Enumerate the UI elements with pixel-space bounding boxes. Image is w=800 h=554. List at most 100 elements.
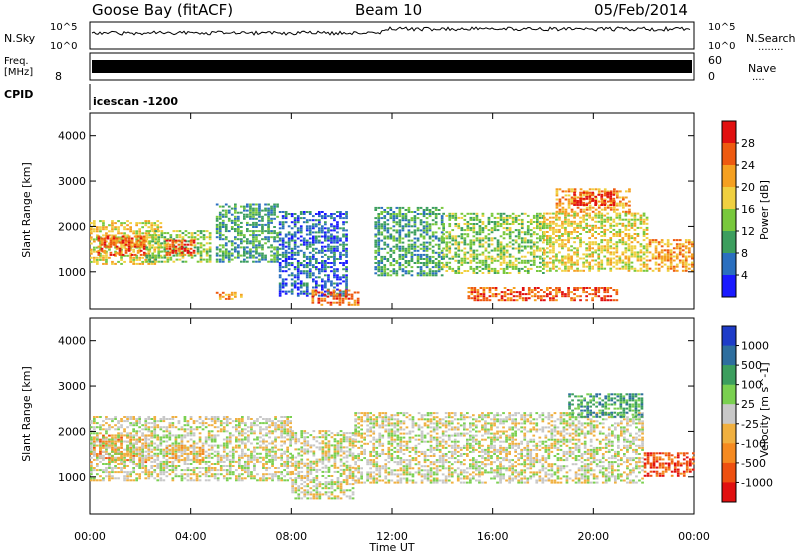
- data-cell: [457, 245, 461, 248]
- data-cell: [123, 463, 126, 465]
- data-cell: [374, 239, 378, 242]
- data-cell: [163, 232, 167, 235]
- data-cell: [642, 218, 646, 221]
- data-cell: [189, 430, 193, 433]
- data-cell: [339, 213, 342, 215]
- data-cell: [606, 251, 610, 254]
- y-tick-label: 4000: [58, 130, 86, 143]
- data-cell: [318, 213, 321, 215]
- data-cell: [622, 196, 625, 199]
- data-cell: [383, 211, 387, 213]
- data-cell: [126, 471, 129, 474]
- data-cell: [561, 291, 564, 294]
- data-cell: [308, 268, 312, 271]
- data-cell: [114, 458, 117, 461]
- data-cell: [189, 479, 193, 482]
- data-cell: [567, 247, 570, 250]
- data-cell: [615, 291, 619, 294]
- data-cell: [315, 237, 318, 240]
- data-cell: [105, 436, 108, 439]
- data-cell: [324, 290, 327, 293]
- data-cell: [342, 223, 345, 226]
- data-cell: [466, 235, 470, 238]
- data-cell: [558, 287, 561, 289]
- data-cell: [162, 456, 166, 459]
- data-cell: [454, 259, 458, 262]
- data-cell: [296, 270, 300, 273]
- data-cell: [561, 243, 564, 246]
- data-cell: [221, 246, 225, 249]
- data-cell: [470, 287, 474, 289]
- data-cell: [549, 220, 552, 223]
- data-cell: [243, 254, 246, 257]
- data-cell: [296, 282, 300, 285]
- data-cell: [108, 477, 111, 480]
- data-cell: [234, 228, 237, 230]
- data-cell: [386, 274, 390, 277]
- data-cell: [555, 224, 558, 227]
- data-cell: [261, 248, 264, 251]
- data-cell: [135, 440, 138, 443]
- data-cell: [567, 224, 570, 227]
- data-cell: [413, 217, 417, 220]
- data-cell: [345, 217, 348, 220]
- data-cell: [380, 217, 384, 220]
- data-cell: [102, 454, 105, 457]
- data-cell: [162, 467, 166, 469]
- data-cell: [99, 469, 102, 472]
- data-cell: [463, 253, 467, 256]
- data-cell: [96, 230, 99, 233]
- data-cell: [120, 238, 123, 241]
- data-cell: [153, 232, 157, 235]
- data-cell: [290, 274, 294, 277]
- data-cell: [290, 290, 294, 293]
- data-cell: [213, 475, 217, 478]
- data-cell: [219, 428, 223, 431]
- data-cell: [546, 218, 549, 221]
- data-cell: [222, 456, 226, 459]
- data-cell: [108, 428, 111, 431]
- data-cell: [532, 259, 536, 262]
- data-cell: [422, 253, 426, 256]
- data-cell: [147, 252, 151, 255]
- data-cell: [448, 212, 452, 215]
- data-cell: [597, 243, 601, 246]
- data-cell: [549, 243, 552, 246]
- data-cell: [600, 231, 604, 233]
- data-cell: [96, 473, 99, 476]
- data-cell: [157, 230, 161, 233]
- data-cell: [189, 446, 193, 449]
- data-cell: [324, 217, 327, 220]
- data-cell: [252, 226, 255, 228]
- data-cell: [208, 238, 212, 241]
- data-cell: [600, 190, 604, 193]
- data-cell: [431, 266, 435, 269]
- data-cell: [96, 463, 99, 465]
- data-cell: [335, 301, 339, 304]
- data-cell: [651, 253, 655, 256]
- data-cell: [150, 440, 154, 443]
- data-cell: [222, 450, 226, 453]
- data-cell: [401, 255, 405, 258]
- data-cell: [315, 266, 318, 269]
- data-cell: [493, 272, 497, 274]
- data-cell: [503, 295, 507, 298]
- data-cell: [237, 252, 240, 255]
- data-cell: [422, 235, 426, 238]
- data-cell: [153, 465, 157, 467]
- data-cell: [96, 416, 99, 418]
- data-cell: [546, 247, 549, 250]
- data-cell: [342, 213, 345, 215]
- data-cell: [124, 239, 128, 242]
- data-cell: [490, 267, 494, 270]
- data-cell: [183, 473, 187, 476]
- data-cell: [555, 291, 558, 294]
- data-cell: [536, 265, 539, 268]
- data-cell: [582, 269, 585, 272]
- data-cell: [120, 242, 123, 245]
- data-cell: [410, 219, 414, 222]
- data-cell: [576, 212, 579, 215]
- data-cell: [445, 261, 449, 264]
- data-cell: [102, 258, 105, 261]
- data-cell: [543, 231, 546, 233]
